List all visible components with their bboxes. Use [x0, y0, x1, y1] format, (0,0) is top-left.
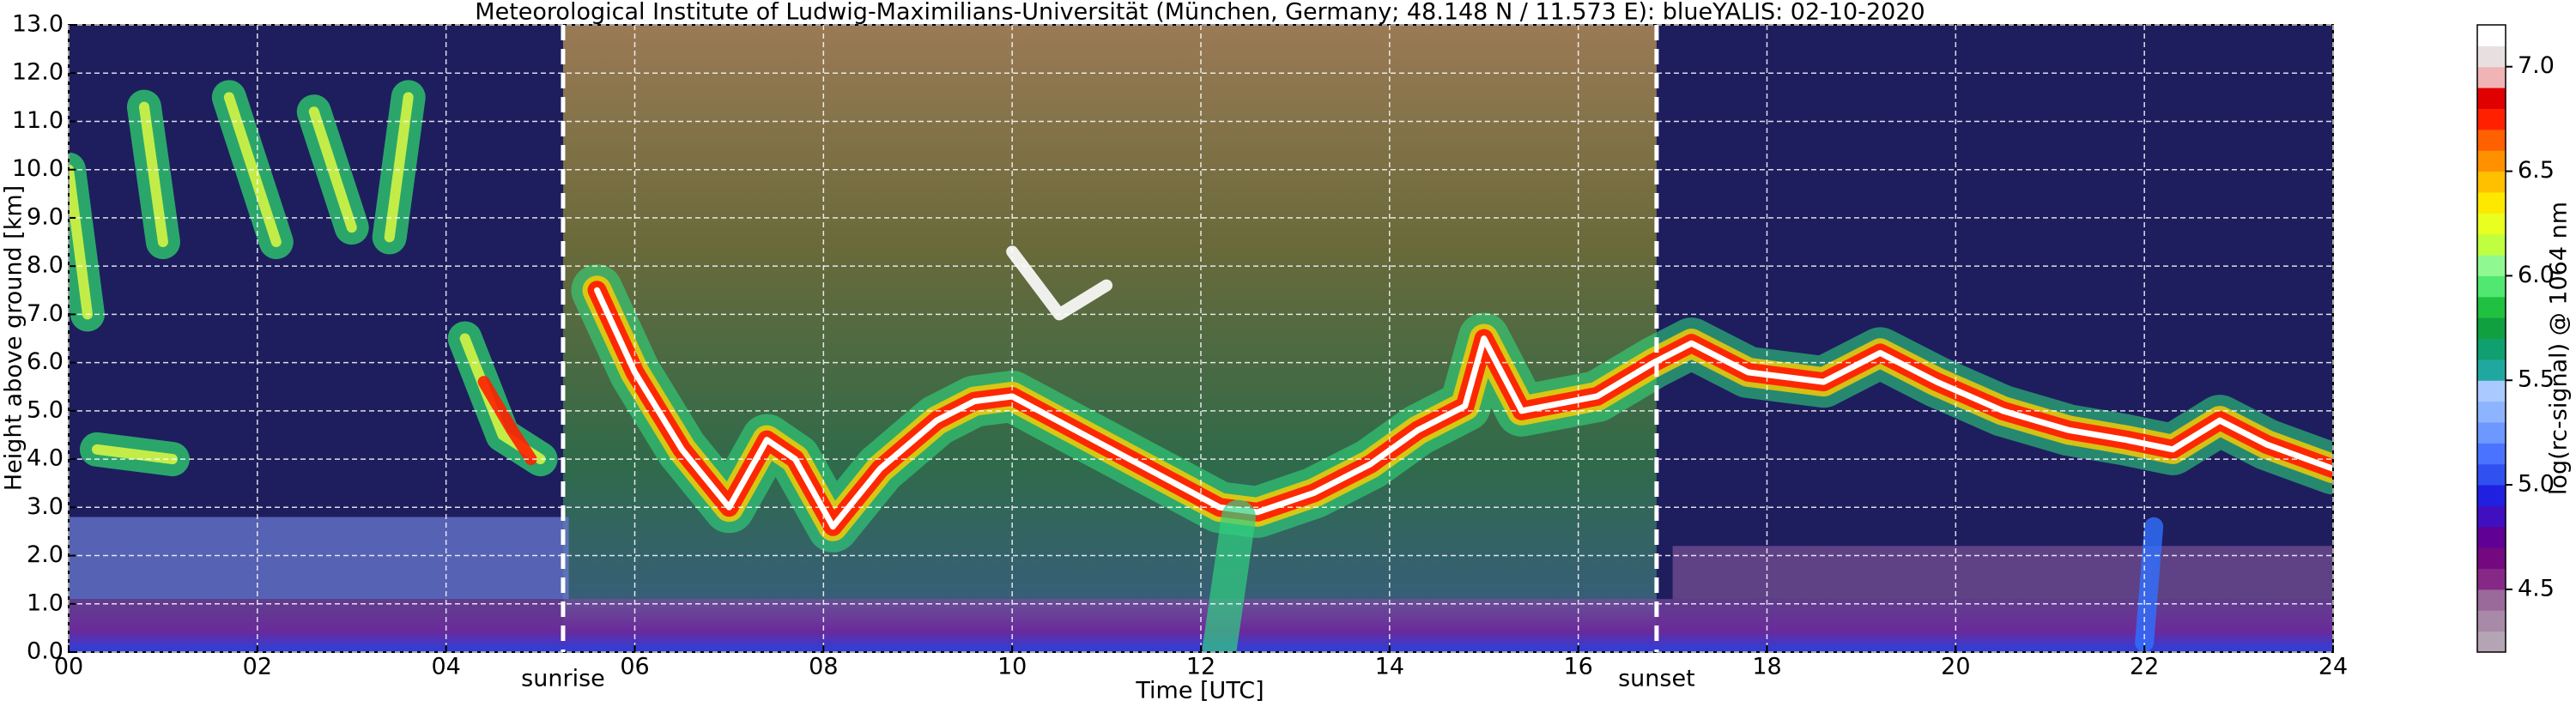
- residual-layer: [69, 517, 569, 600]
- colorbar-band: [2477, 505, 2506, 528]
- colorbar-label: log(rc-signal) @ 1064 nm: [2546, 202, 2573, 495]
- y-tick-label: 9.0: [27, 203, 64, 230]
- colorbar-band: [2477, 338, 2506, 360]
- colorbar-band: [2477, 296, 2506, 318]
- y-tick-label: 12.0: [12, 59, 64, 86]
- cloud-trace: [138, 101, 168, 248]
- cloud-trace: [477, 376, 537, 466]
- x-tick-label: 18: [1752, 654, 1781, 680]
- colorbar-band: [2477, 526, 2506, 548]
- colorbar-band: [2477, 191, 2506, 214]
- colorbar-tick-label: 5.5: [2518, 366, 2555, 393]
- colorbar-frame: [2476, 24, 2506, 653]
- colorbar-band: [2477, 421, 2506, 444]
- colorbar-band: [2477, 610, 2506, 632]
- colorbar-band: [2477, 255, 2506, 276]
- cloud-trace: [91, 444, 178, 465]
- colorbar-band: [2477, 547, 2506, 570]
- colorbar-tick-label: 5.0: [2518, 471, 2555, 498]
- x-tick-label: 24: [2318, 654, 2348, 680]
- x-tick-label: 16: [1563, 654, 1592, 680]
- colorbar-band: [2477, 213, 2506, 235]
- y-tick-label: 10.0: [12, 155, 64, 182]
- colorbar-band: [2477, 380, 2506, 402]
- x-tick-label: 02: [243, 654, 272, 680]
- y-tick-label: 3.0: [27, 493, 64, 520]
- x-tick-label: 14: [1375, 654, 1404, 680]
- y-tick-label: 11.0: [12, 107, 64, 134]
- x-tick-label: 08: [809, 654, 838, 680]
- x-tick-label: 04: [431, 654, 460, 680]
- colorbar-band: [2477, 401, 2506, 423]
- colorbar-tick-label: 7.0: [2518, 52, 2555, 79]
- y-axis-label: Height above ground [km]: [1, 185, 27, 491]
- x-tick-label: 12: [1186, 654, 1215, 680]
- colorbar-band: [2477, 233, 2506, 256]
- y-tick-label: 1.0: [27, 589, 64, 616]
- colorbar-band: [2477, 129, 2506, 151]
- colorbar-band: [2477, 25, 2506, 46]
- y-tick-label: 5.0: [27, 396, 64, 423]
- y-tick-label: 0.0: [27, 638, 64, 665]
- x-tick-label: 06: [620, 654, 649, 680]
- y-tick-label: 8.0: [27, 252, 64, 279]
- y-tick-label: 13.0: [12, 11, 64, 38]
- colorbar-band: [2477, 463, 2506, 486]
- colorbar-tick-label: 6.5: [2518, 157, 2555, 184]
- colorbar-band: [2477, 45, 2506, 68]
- x-tick-label: 20: [1941, 654, 1970, 680]
- chart-title: Meteorological Institute of Ludwig-Maxim…: [475, 0, 1924, 26]
- cloud-trace: [384, 92, 414, 243]
- y-tick-label: 7.0: [27, 300, 64, 327]
- evening-layer: [1672, 546, 2333, 600]
- colorbar-band: [2477, 88, 2506, 109]
- cloud-trace: [308, 106, 357, 233]
- cloud-trace: [1202, 499, 1256, 652]
- colorbar-band: [2477, 66, 2506, 88]
- cloud-trace: [594, 287, 2333, 530]
- annotation-label: sunset: [1618, 666, 1695, 692]
- x-tick-label: 10: [997, 654, 1027, 680]
- colorbar-tick-label: 4.5: [2518, 575, 2555, 601]
- colorbar-band: [2477, 568, 2506, 590]
- cloud-trace: [69, 164, 93, 320]
- colorbar-band: [2477, 443, 2506, 465]
- colorbar-band: [2477, 275, 2506, 298]
- colorbar-band: [2477, 631, 2506, 653]
- y-tick-label: 4.0: [27, 445, 64, 472]
- colorbar-band: [2477, 589, 2506, 611]
- colorbar-band: [2477, 485, 2506, 506]
- annotation-label: sunrise: [521, 666, 605, 692]
- x-tick-label: 00: [54, 654, 83, 680]
- colorbar-band: [2477, 171, 2506, 193]
- colorbar-band: [2477, 359, 2506, 381]
- colorbar-band: [2477, 317, 2506, 339]
- y-tick-label: 6.0: [27, 348, 64, 375]
- colorbar-band: [2477, 150, 2506, 172]
- cloud-trace: [2135, 517, 2164, 652]
- x-axis-label: Time [UTC]: [1135, 678, 1264, 704]
- x-tick-label: 22: [2130, 654, 2159, 680]
- colorbar-tick-label: 6.0: [2518, 262, 2555, 288]
- colorbar-band: [2477, 108, 2506, 130]
- y-tick-label: 2.0: [27, 541, 64, 568]
